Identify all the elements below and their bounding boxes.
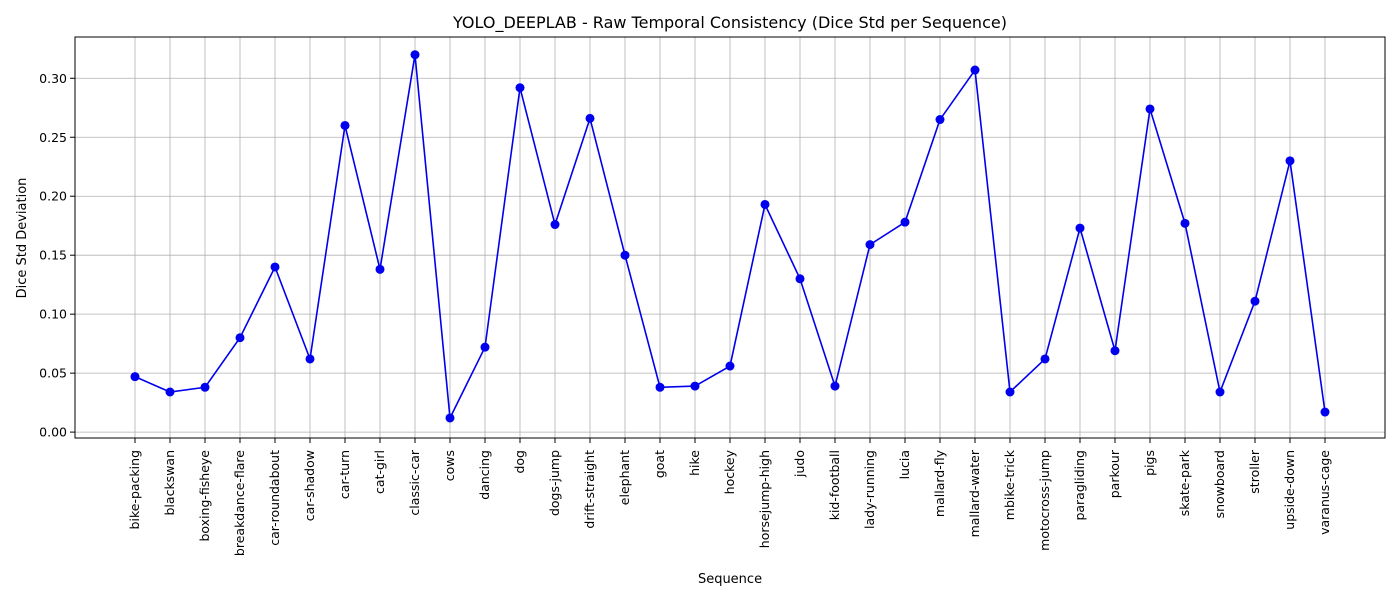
x-axis-label: Sequence	[698, 572, 762, 587]
data-point	[480, 342, 490, 352]
data-point	[340, 120, 350, 130]
x-tick-label: mbike-trick	[1002, 449, 1017, 520]
x-tick-label: dogs-jump	[547, 450, 562, 516]
data-point	[235, 333, 245, 343]
x-axis-ticks: bike-packing blackswan boxing-fisheye break…	[127, 438, 1332, 556]
x-tick-label: lady-running	[862, 450, 877, 529]
x-tick-label: judo	[792, 450, 807, 478]
x-tick-label: parkour	[1107, 449, 1122, 498]
data-point	[1320, 407, 1330, 417]
grid-lines	[75, 37, 1385, 438]
data-point	[795, 274, 805, 284]
data-point	[165, 387, 175, 397]
x-tick-label: mallard-water	[967, 449, 982, 537]
x-tick-label: horsejump-high	[757, 450, 772, 548]
data-point	[1040, 354, 1050, 364]
y-tick-label: 0.25	[39, 130, 67, 145]
data-point	[620, 250, 630, 260]
y-axis-label: Dice Std Deviation	[15, 178, 30, 299]
x-tick-label: breakdance-flare	[232, 450, 247, 556]
data-point	[935, 115, 945, 125]
x-tick-label: car-roundabout	[267, 450, 282, 546]
data-point	[760, 199, 770, 209]
x-tick-label: pigs	[1142, 450, 1157, 476]
x-tick-label: hike	[687, 450, 702, 476]
x-tick-label: snowboard	[1212, 450, 1227, 518]
data-point	[585, 113, 595, 123]
data-point	[200, 382, 210, 392]
y-tick-label: 0.00	[39, 425, 67, 440]
x-tick-label: drift-straight	[582, 450, 597, 529]
y-tick-label: 0.30	[39, 71, 67, 86]
x-tick-label: blackswan	[162, 450, 177, 516]
data-point	[1110, 346, 1120, 356]
data-point	[1180, 218, 1190, 228]
y-axis-ticks: 0.00 0.05 0.10 0.15 0.20 0.25 0.30	[39, 71, 75, 440]
x-tick-label: kid-football	[827, 450, 842, 520]
x-tick-label: classic-car	[407, 449, 422, 515]
x-tick-label: cat-girl	[372, 450, 387, 494]
data-point	[690, 381, 700, 391]
data-point	[725, 361, 735, 371]
x-tick-label: motocross-jump	[1037, 450, 1052, 551]
data-point	[655, 382, 665, 392]
x-tick-label: bike-packing	[127, 450, 142, 529]
x-tick-label: car-turn	[337, 450, 352, 499]
x-tick-label: upside-down	[1282, 450, 1297, 530]
chart-title: YOLO_DEEPLAB - Raw Temporal Consistency …	[452, 13, 1007, 33]
x-tick-label: lucia	[897, 450, 912, 479]
x-tick-label: dog	[512, 450, 527, 474]
y-tick-label: 0.10	[39, 307, 67, 322]
data-point	[865, 240, 875, 250]
data-point	[1075, 223, 1085, 233]
data-point	[900, 217, 910, 227]
data-point	[410, 50, 420, 60]
x-tick-label: boxing-fisheye	[197, 450, 212, 542]
data-point	[1250, 296, 1260, 306]
x-tick-label: goat	[652, 450, 667, 478]
data-point	[1005, 387, 1015, 397]
data-point	[270, 262, 280, 272]
x-tick-label: mallard-fly	[932, 449, 947, 517]
plot-frame	[74, 36, 1386, 439]
data-point	[1145, 104, 1155, 114]
x-tick-label: hockey	[722, 449, 737, 494]
series-dice-std	[130, 50, 1330, 423]
x-tick-label: varanus-cage	[1317, 450, 1332, 535]
data-point	[130, 372, 140, 382]
y-tick-label: 0.15	[39, 248, 67, 263]
data-point	[445, 413, 455, 423]
data-point	[830, 381, 840, 391]
x-tick-label: skate-park	[1177, 449, 1192, 516]
x-tick-label: elephant	[617, 450, 632, 505]
data-point	[305, 354, 315, 364]
data-point	[550, 220, 560, 230]
x-tick-label: stroller	[1247, 449, 1262, 494]
x-tick-label: paragliding	[1072, 450, 1087, 521]
x-tick-label: cows	[442, 450, 457, 481]
data-point	[515, 83, 525, 93]
y-tick-label: 0.05	[39, 366, 67, 381]
data-point	[1285, 156, 1295, 166]
x-tick-label: car-shadow	[302, 450, 317, 521]
data-point	[375, 264, 385, 274]
y-tick-label: 0.20	[39, 189, 67, 204]
data-point	[1215, 387, 1225, 397]
data-point	[970, 65, 980, 75]
x-tick-label: dancing	[477, 450, 492, 500]
